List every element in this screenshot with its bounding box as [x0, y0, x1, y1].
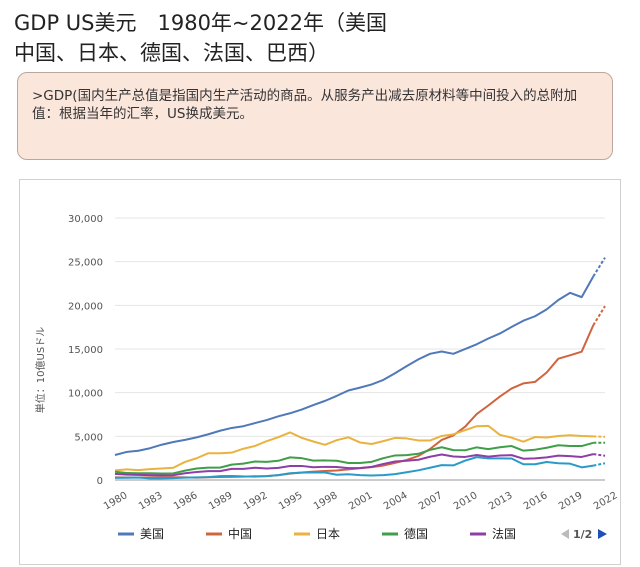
- series-projection-japan: [593, 435, 606, 438]
- series-projection-china: [592, 305, 606, 326]
- legend-pager[interactable]: 1/2: [561, 528, 607, 541]
- series-line-japan: [114, 424, 594, 472]
- y-tick-label: 25,000: [68, 258, 103, 269]
- grid-lines: [115, 217, 605, 481]
- legend-item-japan[interactable]: 日本: [294, 527, 340, 541]
- y-axis-label: 単位：10億USドル: [34, 327, 47, 413]
- series-projection-brazil: [593, 462, 606, 467]
- page-title: GDP US美元 1980年~2022年（美国 中国、日本、德国、法国、巴西）: [14, 8, 626, 68]
- y-tick-label: 15,000: [68, 345, 103, 356]
- legend-item-germany[interactable]: 德国: [382, 526, 428, 541]
- legend-label: 日本: [316, 527, 340, 541]
- legend-label: 法国: [492, 527, 516, 541]
- series-lines: [114, 257, 606, 480]
- series-line-brazil: [114, 456, 594, 480]
- gdp-line-chart: 0 5,000 10,000 15,000 20,000 25,000 30,000 198…: [34, 214, 620, 541]
- title-line-2: 中国、日本、德国、法国、巴西）: [14, 41, 329, 65]
- series-line-china: [114, 324, 595, 479]
- x-tick-label: 2022: [592, 490, 620, 512]
- definition-note: >GDP(国内生产总值是指国内生产活动的商品。从服务产出减去原材料等中间投入的总…: [17, 72, 613, 160]
- x-tick-label: 1992: [242, 490, 270, 512]
- y-tick-label: 30,000: [68, 214, 103, 225]
- legend-label: 德国: [404, 526, 428, 541]
- series-line-usa: [114, 275, 595, 456]
- series-projection-usa: [592, 257, 606, 277]
- x-tick-label: 1995: [277, 490, 305, 512]
- x-axis-ticks: 1980 1983 1986 1989 1992 1995 1998 2001 2004 2007…: [102, 490, 620, 512]
- x-tick-label: 2001: [347, 490, 375, 512]
- gdp-chart: 0 5,000 10,000 15,000 20,000 25,000 30,000 198…: [19, 179, 621, 565]
- x-tick-label: 2007: [417, 490, 445, 512]
- legend-item-usa[interactable]: 美国: [118, 527, 164, 541]
- x-tick-label: 2004: [382, 490, 410, 512]
- pager-next-icon[interactable]: [598, 529, 607, 539]
- x-tick-label: 1983: [137, 490, 165, 512]
- legend-label: 美国: [140, 527, 164, 541]
- y-tick-label: 20,000: [68, 301, 103, 312]
- x-tick-label: 2010: [452, 490, 480, 512]
- x-tick-label: 1986: [172, 490, 200, 512]
- x-tick-label: 1980: [102, 490, 130, 512]
- pager-text: 1/2: [573, 528, 592, 541]
- title-line-1: GDP US美元 1980年~2022年（美国: [14, 11, 387, 35]
- series-line-germany: [114, 441, 594, 475]
- x-tick-label: 2013: [487, 490, 515, 512]
- x-tick-label: 2016: [522, 490, 550, 512]
- legend: 美国 中国 日本 德国 法国: [118, 526, 516, 541]
- legend-label: 中国: [228, 526, 252, 541]
- y-tick-label: 10,000: [68, 389, 103, 400]
- x-tick-label: 2019: [557, 490, 585, 512]
- x-tick-label: 1989: [207, 490, 235, 512]
- y-axis-ticks: 0 5,000 10,000 15,000 20,000 25,000 30,000: [68, 214, 103, 487]
- y-tick-label: 5,000: [74, 432, 103, 443]
- series-projection-france: [593, 453, 606, 457]
- legend-item-france[interactable]: 法国: [470, 527, 516, 541]
- legend-item-china[interactable]: 中国: [206, 526, 252, 541]
- series-line-france: [114, 453, 594, 477]
- y-tick-label: 0: [97, 476, 103, 487]
- pager-prev-icon[interactable]: [561, 529, 569, 539]
- x-tick-label: 1998: [312, 490, 340, 512]
